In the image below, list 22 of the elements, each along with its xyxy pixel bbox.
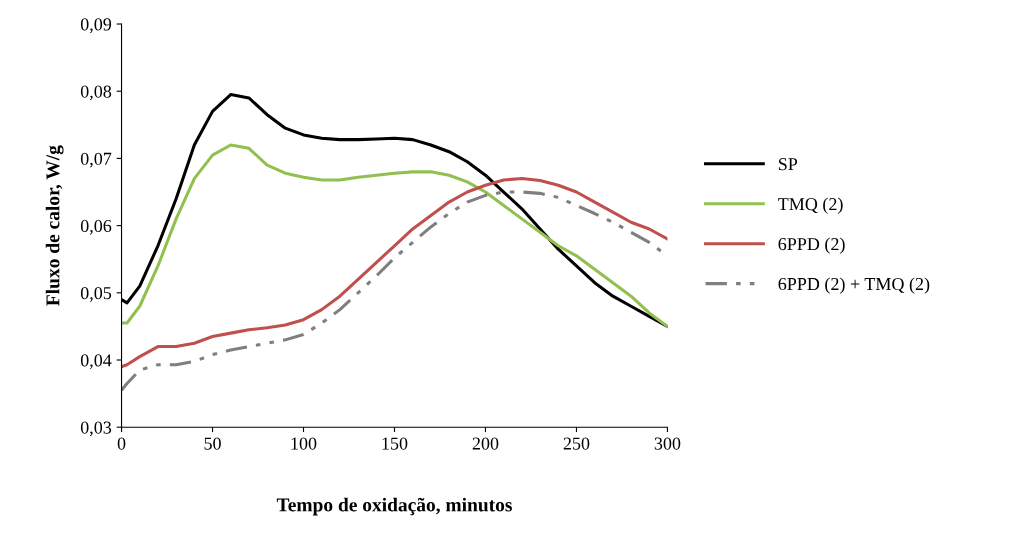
y-tick-label: 0,06 [80,219,112,235]
y-axis-title: Fluxo de calor, W/g [45,145,64,306]
legend-label: TMQ (2) [778,197,843,214]
x-tick-label: 250 [563,437,590,450]
legend-label: 6PPD (2) + TMQ (2) [778,277,930,294]
x-tick-label: 0 [117,437,126,450]
legend-label: 6PPD (2) [778,237,845,254]
line-series [121,143,668,328]
y-tick-label: 0,05 [80,287,112,302]
x-tick-label: 100 [291,437,317,450]
x-tick-label: 150 [382,437,408,450]
legend-label: SP [778,158,798,171]
y-tick-label: 0,03 [80,421,112,437]
x-tick-label: 50 [204,437,221,450]
y-tick-label: 0,09 [80,18,112,34]
y-tick-label: 0,07 [80,152,112,168]
x-tick-label: 300 [654,437,681,450]
y-tick-label: 0,08 [80,85,112,101]
x-axis-title: Tempo de oxidação, minutos [276,497,512,516]
y-tick-label: 0,04 [80,354,112,370]
line-series [121,177,668,369]
x-tick-label: 200 [472,437,499,450]
